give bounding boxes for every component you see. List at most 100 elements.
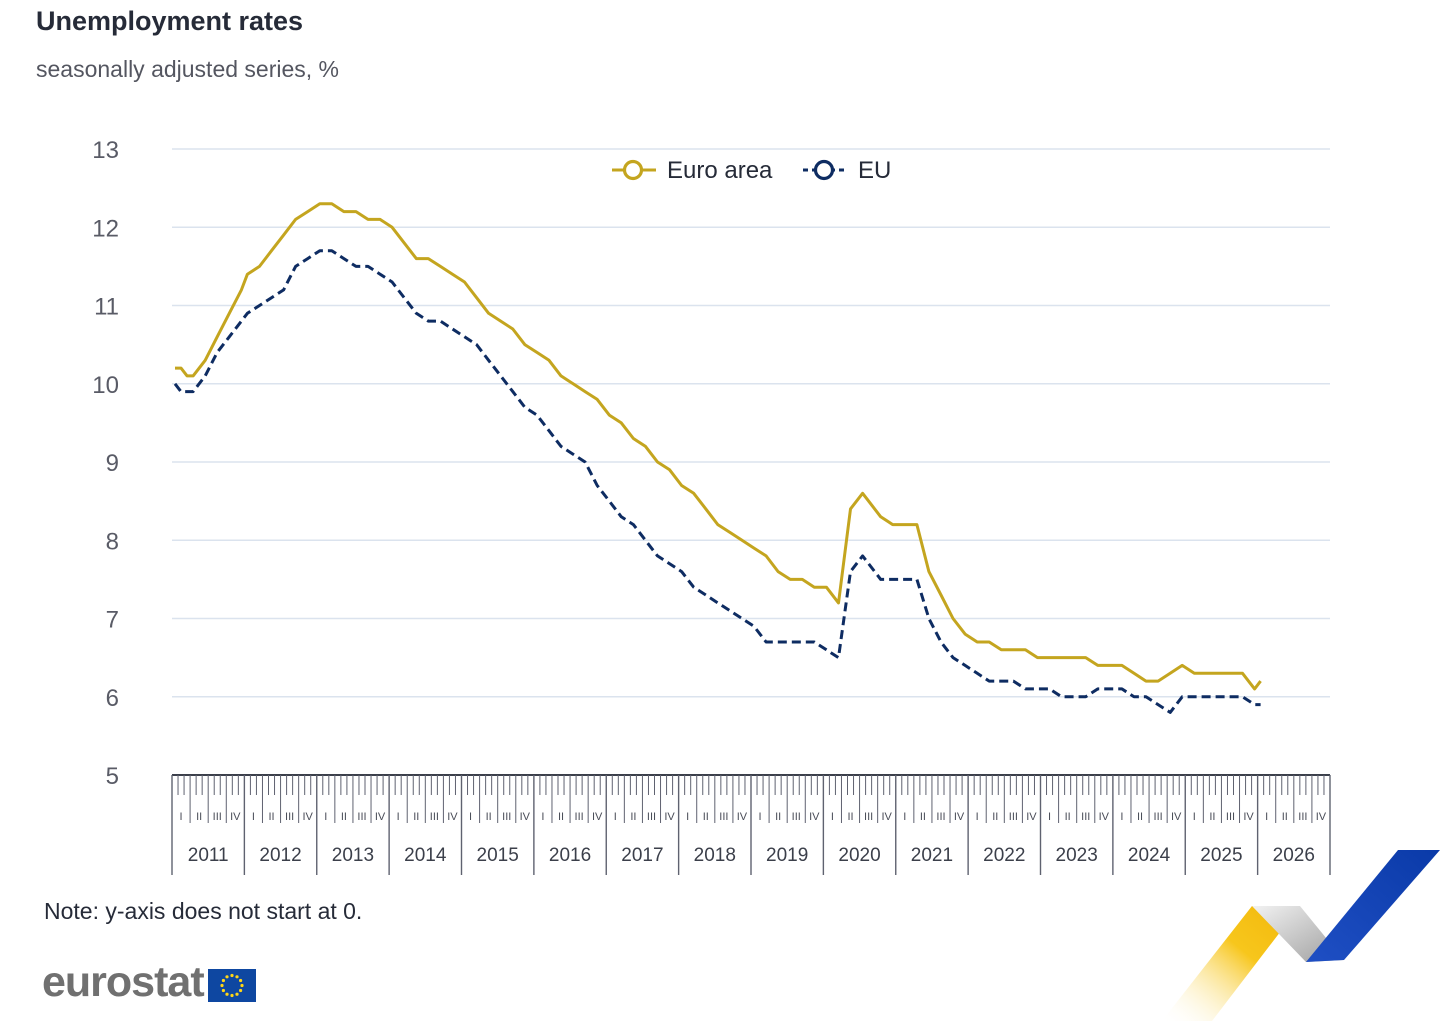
quarter-label: II (486, 811, 492, 823)
quarter-label: III (285, 811, 294, 823)
quarter-label: II (630, 811, 636, 823)
quarter-label: II (1065, 811, 1071, 823)
series-lines (173, 202, 1262, 714)
legend-label: Euro area (667, 157, 773, 184)
quarter-label: IV (954, 811, 965, 823)
year-label: 2022 (983, 845, 1025, 866)
quarter-label: I (252, 811, 255, 823)
quarter-label: I (541, 811, 544, 823)
eu-flag-icon (207, 969, 256, 1002)
y-tick-label: 12 (92, 215, 119, 242)
quarter-label: IV (809, 811, 820, 823)
quarter-label: I (1193, 811, 1196, 823)
year-label: 2017 (621, 845, 663, 866)
year-label: 2025 (1200, 845, 1242, 866)
quarter-label: III (719, 811, 728, 823)
year-label: 2024 (1128, 845, 1171, 866)
quarter-label: II (703, 811, 709, 823)
y-tick-label: 9 (106, 450, 119, 477)
quarter-label: II (558, 811, 564, 823)
legend-item-euro-area[interactable]: Euro area (612, 157, 773, 184)
eurostat-logo: eurostat (42, 958, 256, 1007)
quarter-label: II (775, 811, 781, 823)
quarter-label: I (324, 811, 327, 823)
quarter-label: I (614, 811, 617, 823)
y-tick-label: 6 (106, 685, 119, 712)
legend-label: EU (858, 157, 891, 184)
quarter-label: III (1226, 811, 1235, 823)
grid-lines (172, 148, 1330, 698)
quarter-label: II (196, 811, 202, 823)
quarter-label: I (903, 811, 906, 823)
legend[interactable]: Euro area EU (612, 157, 891, 184)
quarter-label: III (430, 811, 439, 823)
legend-item-eu[interactable]: EU (803, 157, 891, 184)
quarter-label: I (686, 811, 689, 823)
yellow-ribbon (1162, 906, 1300, 1021)
y-tick-label: 5 (106, 763, 119, 790)
year-label: 2026 (1273, 845, 1315, 866)
year-label: 2013 (332, 845, 374, 866)
legend-marker-icon (622, 159, 644, 181)
quarter-label: II (413, 811, 419, 823)
quarter-label: IV (303, 811, 314, 823)
quarter-label: IV (1171, 811, 1182, 823)
year-label: 2019 (766, 845, 808, 866)
y-tick-label: 10 (92, 372, 119, 399)
y-tick-label: 8 (106, 528, 119, 555)
blue-ribbon (1306, 850, 1440, 962)
quarter-label: III (502, 811, 511, 823)
year-label: 2015 (477, 845, 519, 866)
quarter-label: III (936, 811, 945, 823)
quarter-label: II (268, 811, 274, 823)
quarter-label: III (357, 811, 366, 823)
year-label: 2012 (259, 845, 301, 866)
year-label: 2020 (838, 845, 880, 866)
quarter-label: II (1137, 811, 1143, 823)
quarter-label: IV (737, 811, 748, 823)
quarter-label: II (847, 811, 853, 823)
y-tick-label: 7 (106, 607, 119, 634)
quarter-label: I (1048, 811, 1051, 823)
year-label: 2023 (1056, 845, 1098, 866)
quarter-label: IV (447, 811, 458, 823)
quarter-label: III (575, 811, 584, 823)
year-label: 2014 (404, 845, 447, 866)
quarter-label: I (469, 811, 472, 823)
chart-subtitle: seasonally adjusted series, % (36, 56, 339, 82)
quarter-label: IV (1026, 811, 1037, 823)
year-label: 2016 (549, 845, 591, 866)
legend-marker-icon (813, 159, 835, 181)
quarter-label: I (180, 811, 183, 823)
quarter-label: I (831, 811, 834, 823)
quarter-label: III (647, 811, 656, 823)
logo-text: eurostat (42, 958, 205, 1006)
quarter-label: IV (592, 811, 603, 823)
quarter-label: II (1209, 811, 1215, 823)
quarter-label: III (1154, 811, 1163, 823)
quarter-label: II (992, 811, 998, 823)
quarter-label: IV (1316, 811, 1327, 823)
y-axis: 5 6 7 8 9 10 11 12 13 (92, 137, 119, 790)
quarter-label: IV (1243, 811, 1254, 823)
quarter-label: III (1009, 811, 1018, 823)
quarter-label: I (397, 811, 400, 823)
quarter-label: II (920, 811, 926, 823)
quarter-label: IV (882, 811, 893, 823)
chart-title: Unemployment rates (36, 6, 304, 36)
quarter-label: I (976, 811, 979, 823)
quarter-label: III (1081, 811, 1090, 823)
quarter-label: I (1120, 811, 1123, 823)
quarter-label: II (1282, 811, 1288, 823)
quarter-label: I (1265, 811, 1268, 823)
quarter-label: III (213, 811, 222, 823)
euro-area-series-line (175, 202, 1262, 691)
year-label: 2018 (694, 845, 736, 866)
quarter-label: IV (520, 811, 531, 823)
y-tick-label: 11 (94, 294, 119, 321)
eu-series-line (173, 249, 1261, 714)
quarter-label: III (864, 811, 873, 823)
